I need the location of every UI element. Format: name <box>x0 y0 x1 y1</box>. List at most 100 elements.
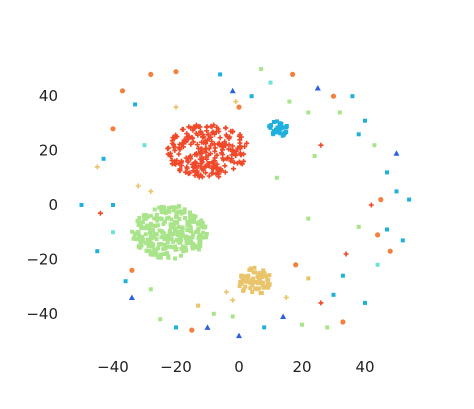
cyan-cluster-point <box>278 124 283 129</box>
red-cluster-point <box>186 171 191 177</box>
yellow-cluster-point <box>246 273 251 278</box>
green-cluster-point <box>176 225 181 229</box>
scatter-point <box>356 224 361 229</box>
green-cluster-point <box>186 235 191 240</box>
green-cluster-point <box>149 221 153 226</box>
red-cluster-point <box>183 169 189 175</box>
green-cluster-point <box>157 205 162 210</box>
green-cluster-point <box>173 226 178 231</box>
yellow-cluster-point <box>243 284 248 289</box>
scatter-point <box>211 311 216 316</box>
red-cluster-point <box>222 163 228 169</box>
yellow-cluster-point <box>246 275 251 280</box>
green-cluster-point <box>151 223 156 228</box>
green-cluster-point <box>187 221 192 226</box>
scatter-point <box>110 126 116 132</box>
scatter-point <box>142 143 147 148</box>
green-cluster-point <box>181 244 185 249</box>
red-cluster-point <box>236 159 242 165</box>
green-cluster-point <box>137 233 141 238</box>
scatter-point <box>385 227 389 232</box>
scatter-point <box>274 175 279 180</box>
scatter-point <box>340 273 345 278</box>
yellow-cluster-point <box>249 278 254 283</box>
scatter-point <box>79 203 84 207</box>
x-tick-label: 40 <box>355 358 374 376</box>
scatter-point <box>375 262 380 267</box>
y-tick-label: 0 <box>48 196 58 214</box>
green-cluster-point <box>163 211 168 215</box>
yellow-cluster-point <box>258 276 262 281</box>
green-cluster-point <box>135 219 140 223</box>
red-cluster-point <box>203 170 209 176</box>
green-cluster-point <box>179 253 183 258</box>
green-cluster-point <box>163 242 167 247</box>
green-cluster-point <box>147 248 152 253</box>
green-cluster-point <box>197 243 202 248</box>
x-tick-label: 20 <box>292 358 311 376</box>
green-cluster-point <box>196 235 201 240</box>
green-cluster-point <box>154 212 159 217</box>
green-cluster-point <box>198 239 203 244</box>
green-cluster-point <box>159 235 164 240</box>
cyan-cluster-point <box>268 125 273 130</box>
yellow-cluster-point <box>266 285 271 290</box>
y-axis-ticks: −40 −20 0 20 40 <box>26 87 58 323</box>
yellow-cluster-point <box>253 286 257 291</box>
green-cluster-point <box>183 245 188 250</box>
scatter-point <box>368 202 374 208</box>
red-cluster-point <box>193 131 199 136</box>
green-cluster-point <box>154 247 159 252</box>
scatter-point <box>249 94 254 99</box>
cyan-cluster-point <box>275 119 279 124</box>
scatter-point <box>233 99 239 105</box>
yellow-cluster-point <box>247 268 252 272</box>
green-cluster-point <box>152 233 157 238</box>
green-cluster-point <box>158 255 163 260</box>
yellow-cluster-point <box>241 287 246 292</box>
green-cluster-point <box>155 223 160 228</box>
scatter-point <box>318 300 324 306</box>
green-cluster-point <box>183 216 187 220</box>
yellow-cluster-point <box>243 274 248 279</box>
green-cluster-point <box>187 240 192 245</box>
green-cluster-point <box>203 235 208 240</box>
green-cluster-point <box>152 247 157 252</box>
green-cluster-point <box>200 221 205 225</box>
green-cluster-point <box>174 205 179 210</box>
green-cluster-point <box>185 228 190 233</box>
x-tick-label: 0 <box>234 358 244 376</box>
green-cluster-point <box>159 217 164 222</box>
red-cluster-point <box>172 144 178 150</box>
red-cluster-point <box>194 170 200 176</box>
yellow-cluster-point <box>239 273 244 278</box>
red-cluster-point <box>171 141 176 147</box>
green-cluster-point <box>191 232 196 237</box>
green-cluster-point <box>140 220 145 225</box>
green-cluster-point <box>172 205 177 210</box>
cyan-cluster-point <box>276 128 281 133</box>
red-cluster-point <box>212 155 218 161</box>
scatter-point <box>97 210 103 216</box>
red-cluster-point <box>244 140 250 146</box>
green-cluster-point <box>171 223 176 228</box>
scatter-point <box>387 248 393 254</box>
red-cluster-point <box>198 146 204 152</box>
red-cluster-point <box>188 141 194 147</box>
green-cluster-point <box>159 229 164 234</box>
green-cluster-point <box>154 216 159 221</box>
cyan-cluster-point <box>277 121 282 126</box>
scatter-point <box>337 110 342 115</box>
red-cluster-point <box>204 124 210 130</box>
green-cluster-point <box>167 244 172 249</box>
scatter-point <box>119 88 126 94</box>
red-cluster-point <box>206 173 212 179</box>
y-tick-label: −20 <box>26 250 58 268</box>
scatter-point <box>148 188 154 194</box>
yellow-cluster-point <box>260 271 265 276</box>
red-cluster-point <box>177 146 183 152</box>
red-cluster-point <box>226 146 232 152</box>
green-cluster-point <box>140 237 145 242</box>
scatter-point <box>128 294 135 300</box>
green-cluster-point <box>146 244 151 249</box>
